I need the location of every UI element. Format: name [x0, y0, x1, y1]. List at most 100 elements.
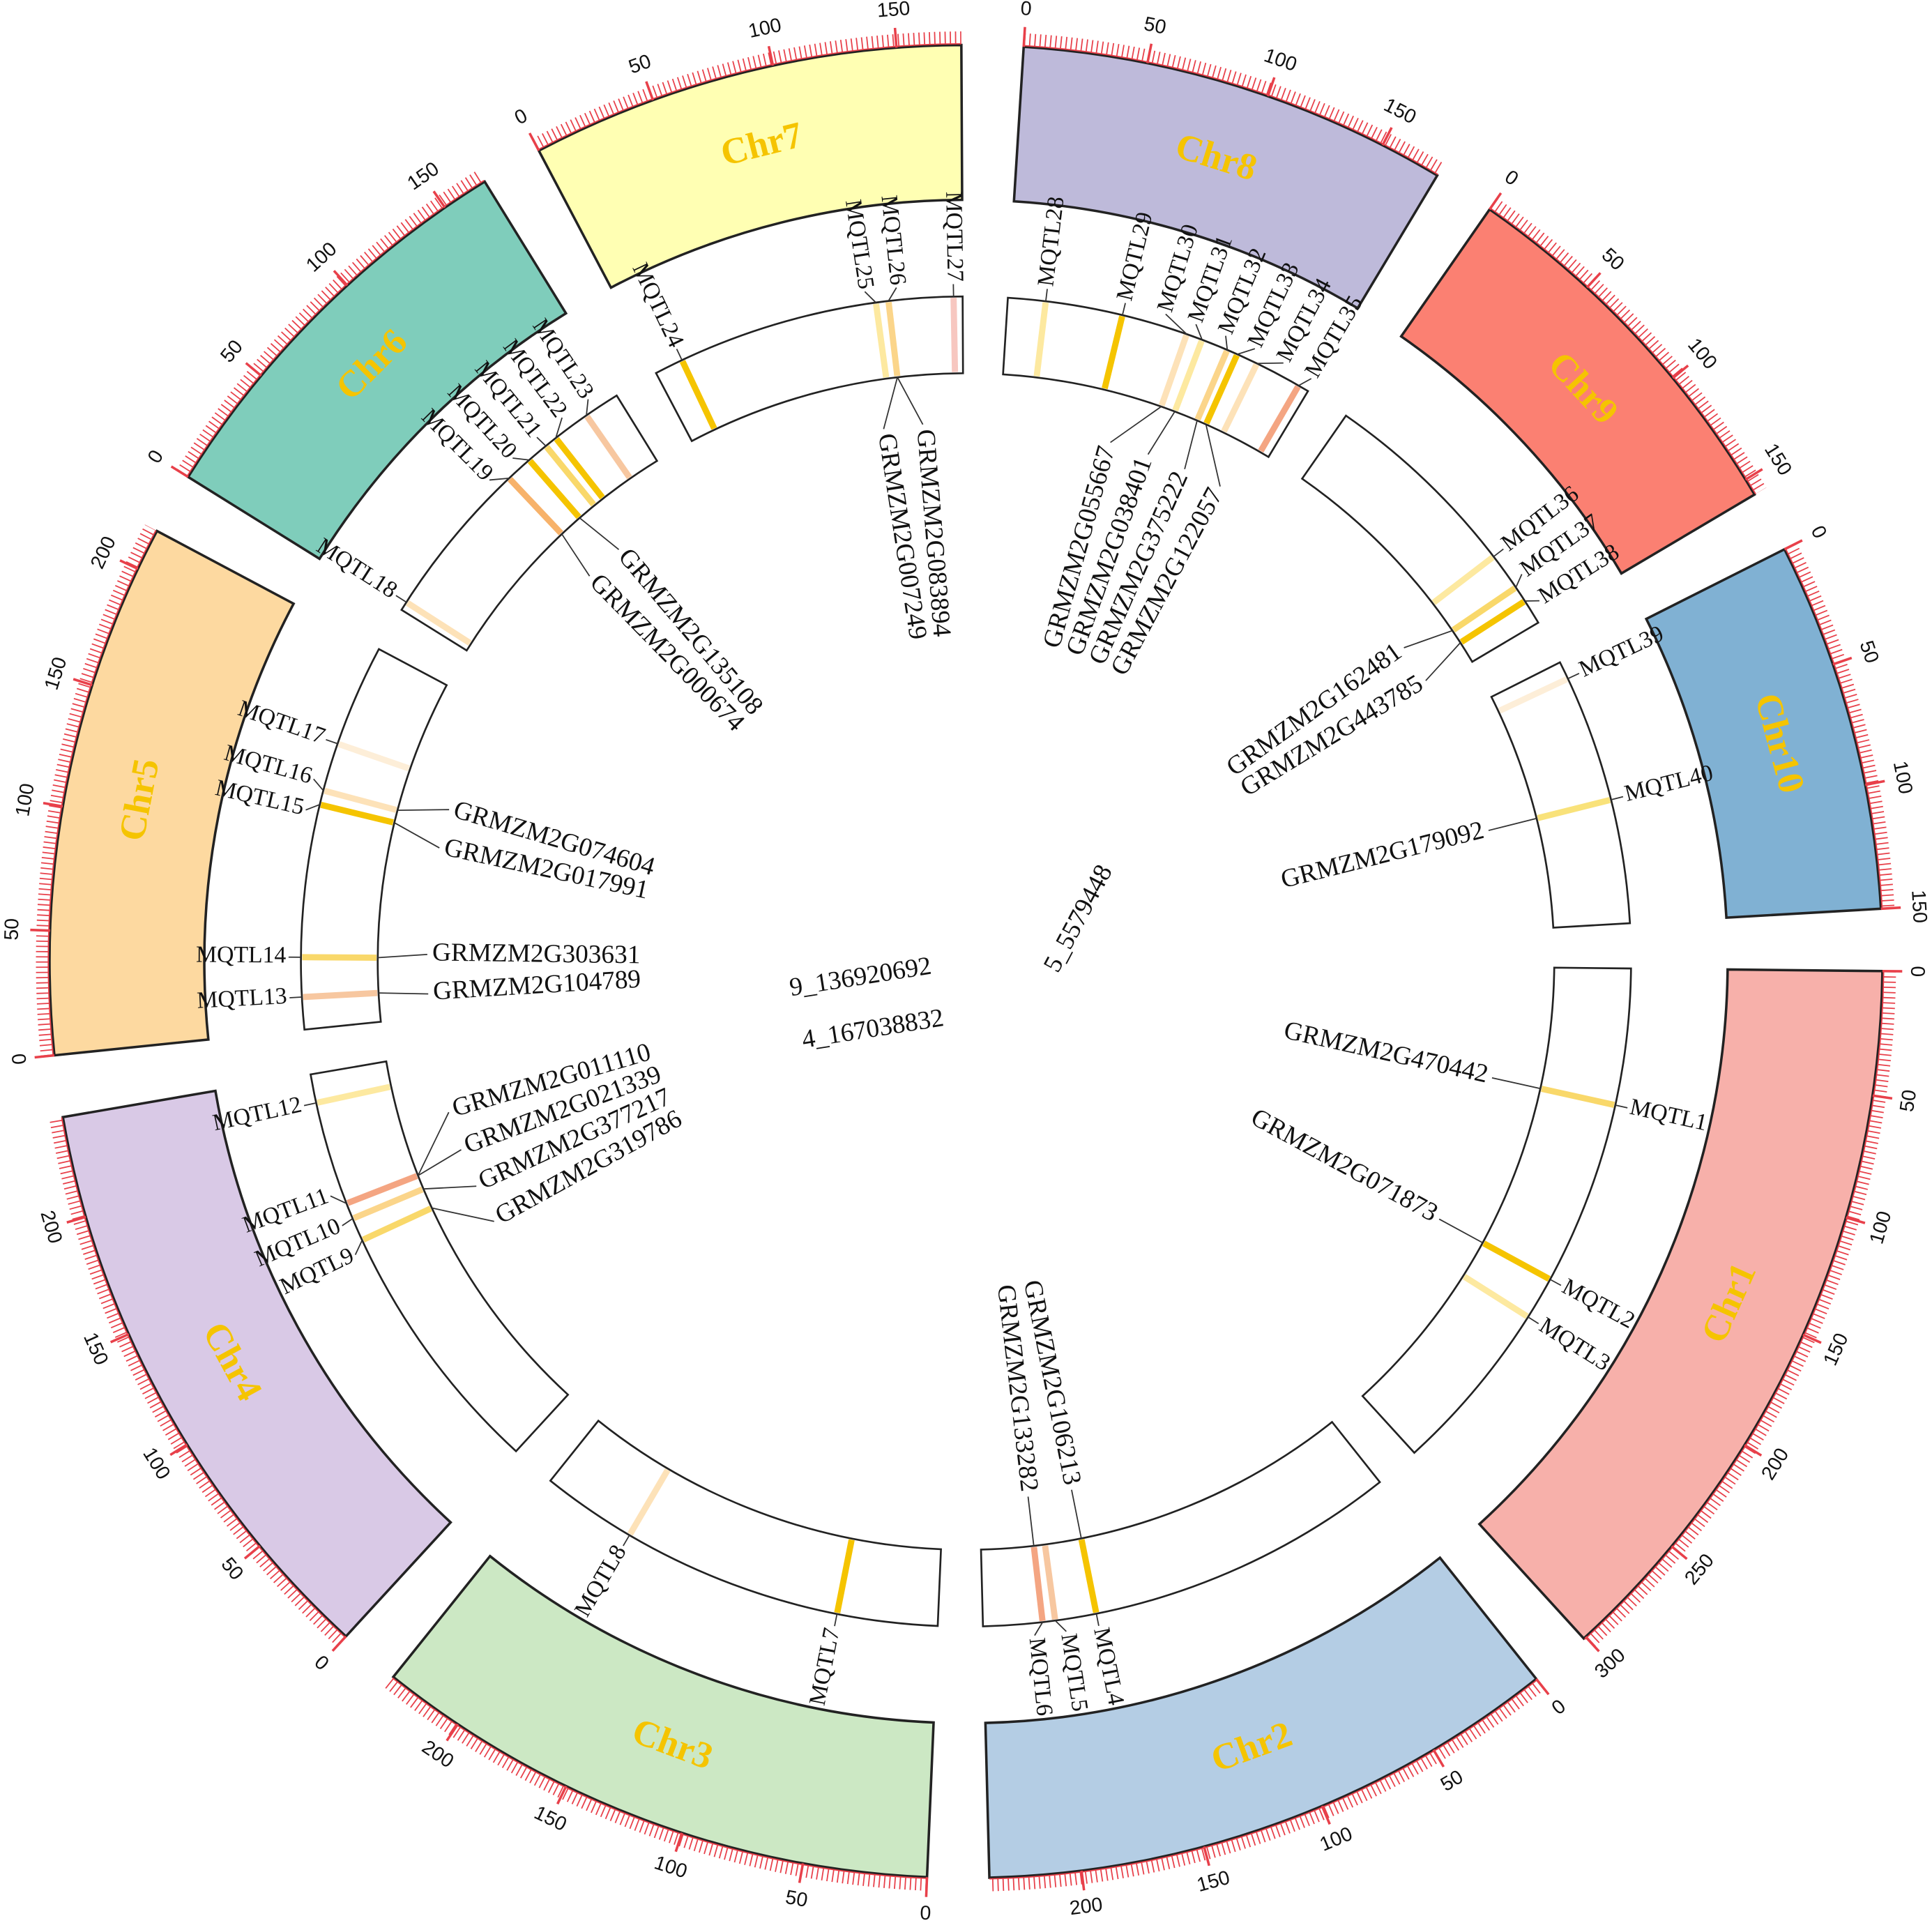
- gene-leader: [1404, 630, 1453, 648]
- mqtl-leader: [1611, 796, 1624, 800]
- mqtl-leader: [834, 1613, 838, 1627]
- mqtl-band: [834, 1539, 855, 1613]
- minor-ticks: [1490, 198, 1767, 494]
- gene-leader: [418, 1149, 462, 1176]
- minor-ticks: [1584, 971, 1896, 1649]
- tick-mark: [1584, 1636, 1600, 1652]
- mqtl-band: [1459, 599, 1526, 645]
- tick-mark: [1832, 656, 1853, 666]
- mqtl-leader: [1225, 335, 1229, 350]
- tick-mark: [333, 270, 349, 287]
- mqtl-band: [873, 303, 890, 378]
- tick-mark: [1266, 77, 1276, 97]
- tick-axis: [1024, 45, 1438, 175]
- inner-track: [300, 648, 448, 1031]
- mqtl-leader: [1567, 672, 1580, 680]
- mqtl-band: [1078, 1539, 1100, 1613]
- mqtl-leader: [330, 1195, 347, 1204]
- tick-mark: [1203, 1846, 1210, 1867]
- tick-mark: [243, 1544, 261, 1560]
- gene-leader: [579, 517, 620, 550]
- tick-label: 200: [1068, 1893, 1104, 1920]
- mqtl-leader: [536, 436, 547, 447]
- gene-leader: [1491, 1077, 1541, 1090]
- tick-label: 0: [7, 1052, 30, 1065]
- gene-leader: [561, 533, 591, 577]
- tick-mark: [893, 27, 898, 48]
- tick-label: 50: [1, 918, 24, 941]
- inner-track: [655, 295, 964, 443]
- chromosome-band: [1012, 45, 1439, 310]
- mqtl-band: [679, 360, 717, 430]
- mqtl-leader: [1256, 362, 1284, 365]
- mqtl-band: [303, 989, 378, 1001]
- mqtl-band: [554, 436, 605, 500]
- tick-mark: [170, 465, 189, 478]
- tick-axis: [47, 530, 157, 1056]
- mqtl-band: [1033, 302, 1049, 377]
- inner-track: [309, 1060, 570, 1453]
- mqtl-band: [627, 1468, 671, 1536]
- mqtl-band: [527, 459, 581, 519]
- minor-ticks: [176, 169, 485, 477]
- mqtl-band: [544, 445, 596, 507]
- gene-leader: [423, 1185, 477, 1190]
- mqtl-leader: [1528, 1316, 1539, 1325]
- mqtl-band: [950, 297, 959, 372]
- tick-axis: [392, 1677, 927, 1879]
- tick-mark: [1744, 468, 1763, 481]
- gene-leader: [1110, 406, 1162, 443]
- mqtl-leader: [586, 399, 589, 416]
- tick-axis: [989, 1679, 1538, 1880]
- mqtl-leader: [303, 1102, 317, 1107]
- tick-mark: [1671, 1545, 1688, 1560]
- inner-track: [1490, 661, 1631, 929]
- chromosome-band: [1644, 547, 1882, 919]
- tick-mark: [1783, 539, 1803, 551]
- mqtl-band: [584, 414, 632, 480]
- mqtl-leader: [1095, 1613, 1100, 1626]
- mqtl-band: [317, 1084, 391, 1106]
- mqtl-band: [1102, 315, 1125, 390]
- mqtl-leader: [1493, 548, 1504, 557]
- tick-label: 0: [920, 1902, 931, 1923]
- inner-track: [1300, 414, 1540, 663]
- mqtl-band: [1258, 385, 1301, 453]
- mqtl-band: [362, 1206, 432, 1242]
- gene-leader: [1027, 1496, 1035, 1546]
- tick-mark: [1802, 1333, 1822, 1344]
- tick-mark: [1880, 906, 1901, 911]
- tick-label: 50: [1142, 13, 1168, 39]
- gene-leader: [432, 1207, 494, 1222]
- mqtl-leader: [888, 287, 897, 302]
- tick-mark: [1535, 1678, 1550, 1696]
- tick-mark: [109, 1332, 130, 1344]
- mqtl-band: [1158, 334, 1189, 406]
- gene-leader: [897, 377, 924, 425]
- mqtl-leader: [289, 996, 303, 998]
- mqtl-leader: [555, 417, 563, 439]
- mqtl-leader: [354, 1240, 363, 1255]
- gene-label: GRMZM2G303631: [432, 938, 641, 970]
- tick-mark: [1585, 272, 1602, 289]
- tick-mark: [1744, 1443, 1763, 1457]
- mqtl-leader: [1237, 348, 1256, 355]
- tick-mark: [1022, 26, 1026, 47]
- mqtl-band: [1498, 676, 1569, 714]
- mqtl-band: [1194, 349, 1230, 421]
- mqtl-band: [508, 477, 563, 535]
- tick-mark: [1672, 364, 1689, 379]
- mqtl-leader: [1045, 289, 1048, 302]
- mqtl-leader: [342, 1218, 353, 1226]
- mqtl-band: [1042, 1545, 1058, 1620]
- mqtl-band: [1541, 1086, 1615, 1108]
- gene-leader: [1438, 1218, 1483, 1244]
- mqtl-label: MQTL13: [196, 983, 287, 1014]
- mqtl-leader: [512, 457, 530, 461]
- mqtl-leader: [1034, 1622, 1044, 1636]
- tick-mark: [1080, 1870, 1086, 1891]
- tick-axis: [1490, 208, 1756, 494]
- mqtl-leader: [1054, 1620, 1067, 1632]
